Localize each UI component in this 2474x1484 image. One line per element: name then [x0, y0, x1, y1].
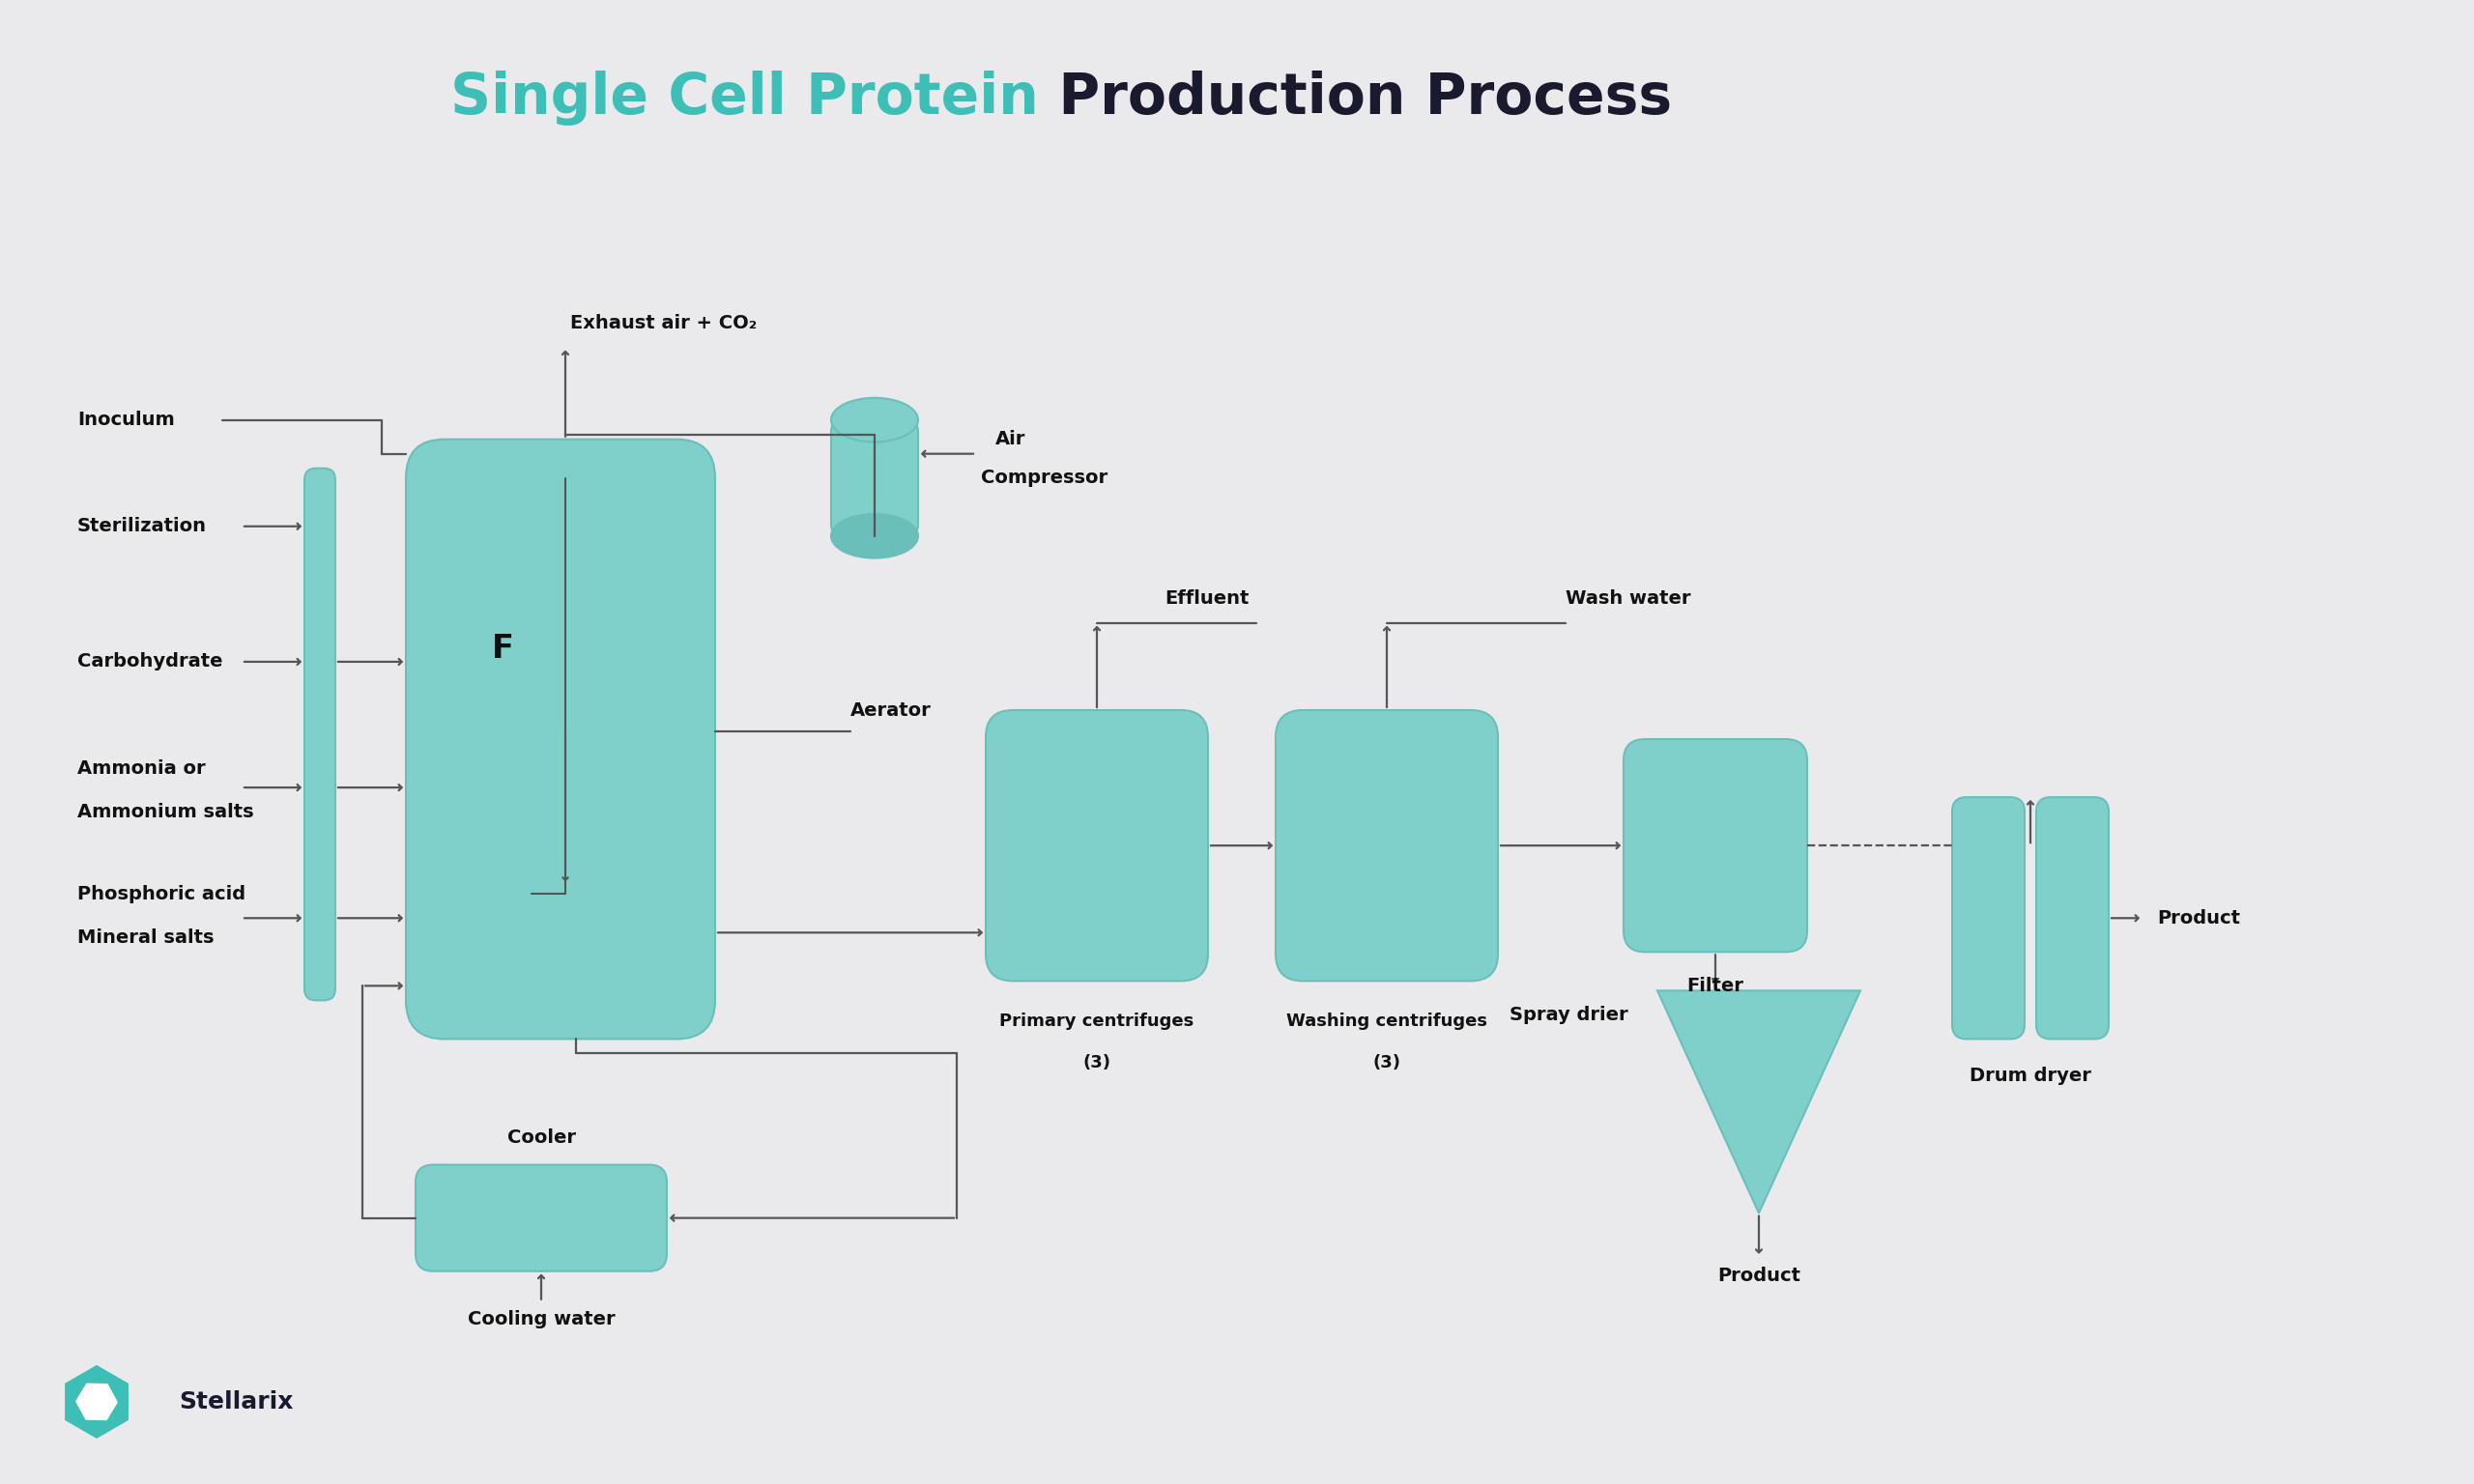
FancyBboxPatch shape — [1623, 739, 1806, 951]
Text: Aerator: Aerator — [851, 700, 930, 720]
Text: Mineral salts: Mineral salts — [77, 929, 215, 947]
Text: F: F — [492, 634, 515, 665]
FancyBboxPatch shape — [2036, 797, 2108, 1039]
Text: Product: Product — [2157, 908, 2239, 928]
Text: Washing centrifuges: Washing centrifuges — [1286, 1014, 1487, 1030]
Ellipse shape — [831, 398, 918, 442]
Text: (3): (3) — [1084, 1055, 1111, 1071]
FancyBboxPatch shape — [304, 469, 336, 1000]
Text: Spray drier: Spray drier — [1509, 1006, 1628, 1024]
Text: Ammonia or: Ammonia or — [77, 758, 205, 778]
Text: Product: Product — [1717, 1267, 1801, 1285]
Text: Drum dryer: Drum dryer — [1969, 1067, 2091, 1085]
Text: Single Cell Protein: Single Cell Protein — [450, 70, 1039, 126]
Text: Wash water: Wash water — [1566, 589, 1690, 608]
Text: Exhaust air + CO₂: Exhaust air + CO₂ — [569, 315, 757, 332]
Text: Cooling water: Cooling water — [468, 1310, 616, 1328]
Text: Sterilization: Sterilization — [77, 516, 208, 536]
FancyBboxPatch shape — [1952, 797, 2024, 1039]
Ellipse shape — [831, 513, 918, 558]
Text: Inoculum: Inoculum — [77, 411, 176, 429]
Text: Air: Air — [995, 430, 1027, 448]
Text: Effluent: Effluent — [1165, 589, 1249, 608]
Text: (3): (3) — [1373, 1055, 1400, 1071]
Text: Ammonium salts: Ammonium salts — [77, 803, 255, 821]
FancyBboxPatch shape — [406, 439, 715, 1039]
Polygon shape — [1658, 991, 1860, 1212]
Text: Stellarix: Stellarix — [178, 1391, 294, 1413]
Text: Carbohydrate: Carbohydrate — [77, 653, 223, 671]
FancyBboxPatch shape — [1277, 711, 1497, 981]
Text: Compressor: Compressor — [980, 469, 1108, 487]
Text: Cooler: Cooler — [507, 1128, 576, 1147]
FancyBboxPatch shape — [416, 1165, 668, 1272]
FancyBboxPatch shape — [985, 711, 1207, 981]
FancyBboxPatch shape — [831, 420, 918, 536]
Text: Phosphoric acid: Phosphoric acid — [77, 884, 245, 904]
Text: Primary centrifuges: Primary centrifuges — [999, 1014, 1195, 1030]
Text: Production Process: Production Process — [1039, 70, 1672, 126]
Text: Filter: Filter — [1687, 976, 1744, 994]
